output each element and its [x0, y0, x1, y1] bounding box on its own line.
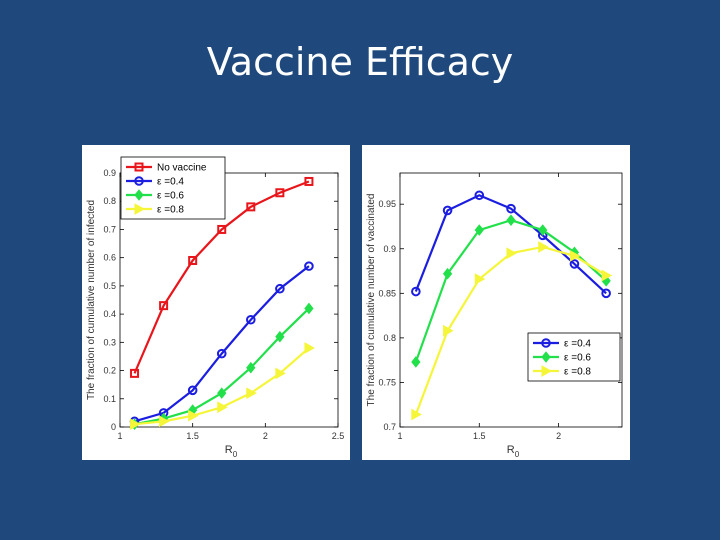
vaccinated-eps-0-6-point-1	[442, 267, 453, 280]
infected-ytick-label-6: 0.6	[103, 253, 116, 263]
infected-eps-0-4-point-6	[304, 261, 314, 271]
infected-x-axis-label: R0	[225, 444, 238, 459]
vaccinated-ytick-label-3: 0.85	[378, 288, 396, 298]
infected-ytick-label-7: 0.7	[103, 224, 116, 234]
infected-eps-0-4-point-4	[246, 314, 256, 325]
infected-eps-0-6-point-5	[275, 330, 285, 343]
infected-y-axis-label: The fraction of cumulative number of inf…	[86, 200, 97, 400]
vaccinated-eps-0-4-point-2	[474, 190, 485, 201]
infected-eps-0-8-point-0	[130, 418, 141, 431]
infected-no-vaccine-point-1	[159, 301, 169, 311]
vaccinated-legend-eps-0-8-marker	[541, 365, 553, 377]
infected-legend-no-vaccine-marker	[134, 162, 144, 172]
vaccinated-legend-eps-0-6-label: ε =0.6	[564, 353, 591, 364]
vaccinated-eps-0-4-point-3	[506, 203, 516, 214]
infected-eps-0-8-point-2	[188, 409, 199, 422]
infected-ytick-label-1: 0.1	[103, 394, 116, 404]
infected-eps-0-8-point-4	[246, 387, 257, 399]
vaccinated-eps-0-4-point-5	[569, 259, 580, 269]
infected-eps-0-8-point-1	[159, 415, 170, 428]
vaccinated-ytick-label-0: 0.7	[383, 422, 396, 432]
infected-eps-0-4-point-5	[275, 283, 285, 294]
vaccinated-legend-eps-0-4-marker	[541, 338, 551, 348]
infected-xtick-label-3: 2.5	[332, 431, 345, 441]
infected-ytick-label-2: 0.2	[103, 366, 116, 376]
infected-no-vaccine-point-6	[304, 176, 314, 186]
vaccinated-ytick-label-2: 0.8	[383, 333, 396, 343]
infected-eps-0-6-point-6	[304, 302, 314, 315]
vaccinated-eps-0-8-point-2	[474, 273, 486, 285]
infected-no-vaccine-point-5	[275, 188, 285, 198]
infected-ytick-label-8: 0.8	[103, 196, 116, 206]
vaccinated-xtick-label-2: 2	[556, 431, 561, 441]
infected-xtick-label-1: 1.5	[186, 431, 199, 441]
vaccinated-eps-0-8-point-4	[538, 241, 549, 253]
vaccinated-eps-0-8-point-0	[411, 408, 422, 421]
infected-chart-svg: 1 1.5 2 2.5 0 0.1 0.2 0.3 0.4 0.5 0.6 0.7 0.8 0.9 R0 Th…	[86, 156, 345, 459]
vaccinated-fraction-chart: 1 1.5 2 0.7 0.75 0.8 0.85 0.9 0.95 R0 The fraction…	[362, 145, 630, 460]
vaccinated-eps-0-4-point-0	[411, 286, 421, 297]
vaccinated-eps-0-4-point-6	[601, 288, 611, 299]
vaccinated-y-axis-label: The fraction of cumulative number of vac…	[366, 194, 377, 407]
infected-eps-0-4-point-2	[187, 385, 198, 396]
infected-xtick-label-2: 2	[263, 431, 268, 441]
infected-ytick-label-4: 0.4	[103, 309, 116, 319]
infected-eps-0-6-point-3	[217, 387, 227, 399]
infected-legend-eps-0-8-marker	[134, 203, 146, 215]
vaccinated-legend-eps-0-6-marker	[541, 351, 551, 363]
vaccinated-plot-frame	[399, 172, 623, 428]
vaccinated-eps-0-8-point-3	[506, 247, 518, 260]
infected-legend-eps-0-4-marker	[134, 176, 144, 186]
infected-no-vaccine-point-2	[188, 255, 198, 265]
infected-ytick-label-0: 0	[111, 422, 116, 432]
vaccinated-ytick-label-5: 0.95	[378, 199, 396, 209]
infected-eps-0-6-point-4	[246, 361, 256, 374]
infected-legend-eps-0-6-label: ε =0.6	[157, 191, 184, 202]
infected-fraction-chart: 1 1.5 2 2.5 0 0.1 0.2 0.3 0.4 0.5 0.6 0.7 0.8 0.9 R0 Th…	[82, 145, 350, 460]
vaccinated-legend-eps-0-4-label: ε =0.4	[564, 339, 591, 350]
infected-no-vaccine-point-3	[217, 224, 227, 234]
vaccinated-eps-0-6-point-0	[411, 356, 421, 368]
infected-legend-eps-0-6-marker	[134, 189, 144, 201]
vaccinated-ytick-label-1: 0.75	[378, 377, 396, 387]
vaccinated-ytick-label-4: 0.9	[383, 244, 396, 254]
infected-ytick-label-3: 0.3	[103, 337, 116, 347]
infected-ytick-label-5: 0.5	[103, 281, 116, 291]
infected-xtick-label-0: 1	[117, 431, 122, 441]
infected-ytick-label-9: 0.9	[103, 168, 116, 178]
infected-legend-eps-0-8-label: ε =0.8	[157, 205, 184, 216]
infected-eps-0-8-point-5	[275, 367, 286, 380]
slide-title: Vaccine Efficacy	[206, 40, 514, 84]
vaccinated-eps-0-6-point-4	[538, 224, 548, 236]
vaccinated-xtick-label-0: 1	[397, 431, 402, 441]
vaccinated-eps-0-4-line	[414, 194, 607, 295]
vaccinated-eps-0-6-point-2	[474, 224, 484, 236]
vaccinated-eps-0-6-point-3	[506, 214, 516, 227]
vaccinated-x-axis-label: R0	[507, 444, 520, 459]
vaccinated-xtick-label-1: 1.5	[473, 431, 486, 441]
infected-legend-no-vaccine-label: No vaccine	[157, 163, 207, 174]
infected-plot-frame	[119, 172, 339, 428]
infected-eps-0-4-point-3	[216, 348, 227, 359]
infected-eps-0-8-point-6	[304, 342, 315, 354]
vaccinated-legend-eps-0-8-label: ε =0.8	[564, 367, 591, 378]
infected-no-vaccine-point-0	[130, 368, 140, 378]
vaccinated-eps-0-4-point-1	[442, 205, 453, 216]
vaccinated-eps-0-8-point-5	[569, 250, 581, 262]
infected-legend-eps-0-4-label: ε =0.4	[157, 177, 184, 188]
vaccinated-eps-0-8-point-6	[601, 269, 613, 282]
infected-no-vaccine-line	[133, 180, 310, 374]
infected-no-vaccine-point-4	[246, 202, 256, 212]
vaccinated-eps-0-8-point-1	[443, 324, 454, 337]
infected-eps-0-8-point-3	[217, 401, 228, 414]
vaccinated-chart-svg: 1 1.5 2 0.7 0.75 0.8 0.85 0.9 0.95 R0 The fraction…	[366, 172, 623, 459]
